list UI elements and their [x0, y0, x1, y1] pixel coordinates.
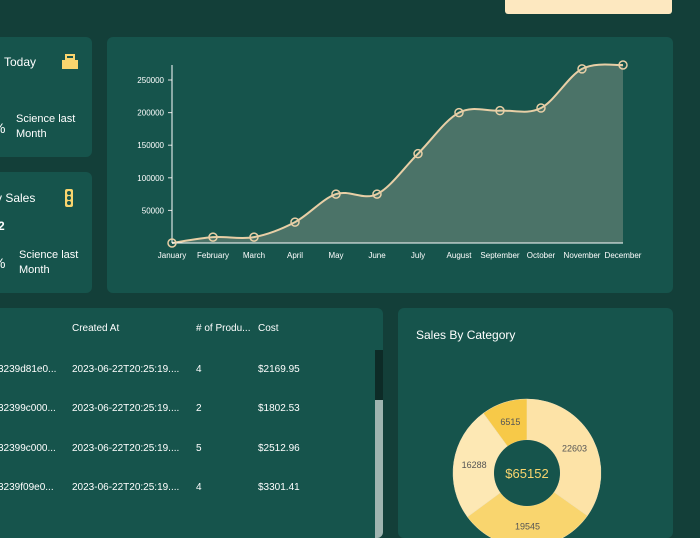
slice-label: 16288 [462, 460, 487, 470]
table-cell: 2023-06-22T20:25:19.... [72, 442, 180, 454]
card-note: Science last [19, 249, 79, 261]
point [372, 189, 382, 199]
table-cell: $2169.95 [258, 364, 300, 375]
orders-table: Created At # of Produ... Cost 3239d81e0... 2… [0, 308, 383, 538]
scroll-track [375, 350, 383, 400]
point [331, 189, 341, 199]
x-tick-label: February [197, 251, 229, 260]
table-cell: 4 [196, 364, 202, 375]
table-cell: 32399c000... [0, 403, 56, 415]
card-today: Today % Science last Month [0, 37, 92, 157]
table-header: # of Produ... [196, 323, 251, 334]
line-card: 50000 100000 150000 200000 250000 January Febr… [107, 37, 673, 293]
area [172, 64, 623, 243]
point [536, 103, 546, 113]
table-header: Created At [72, 323, 120, 334]
slice-label: 6515 [500, 417, 520, 427]
point [577, 64, 587, 74]
y-tick-label: 50000 [142, 206, 165, 215]
x-tick-label: December [605, 251, 642, 260]
x-tick-label: March [243, 251, 265, 260]
card-value: 2 [0, 219, 5, 233]
traffic-icon [65, 189, 73, 207]
card-change: % [0, 120, 5, 136]
point [167, 238, 177, 248]
card-title: Today [4, 55, 37, 69]
point [454, 107, 464, 118]
y-tick-label: 200000 [137, 109, 164, 118]
x-tick-label: June [368, 251, 386, 260]
point [208, 232, 218, 242]
table-header: Cost [258, 323, 279, 334]
table-cell: 2023-06-22T20:25:19.... [72, 481, 180, 493]
table-cell: 4 [196, 481, 202, 493]
page: Today % Science last Month y Sales 2 % S… [0, 0, 673, 538]
x-tick-label: November [564, 251, 601, 260]
x-tick-label: May [328, 251, 343, 260]
slice-label: 19545 [515, 521, 540, 531]
table-cell: 5 [196, 442, 202, 454]
point [290, 217, 300, 227]
table-cell: 2 [196, 403, 202, 415]
x-tick-label: January [158, 251, 186, 260]
table-cell: $1802.53 [258, 403, 300, 415]
y-tick-label: 250000 [137, 76, 164, 85]
table-cell: $2512.96 [258, 442, 300, 454]
donut-hole [494, 440, 560, 506]
top-box [505, 0, 672, 14]
scroll-thumb [375, 400, 383, 538]
card-note: Month [16, 128, 47, 140]
x-tick-label: April [287, 251, 303, 260]
chart-title: Sales By Category [416, 328, 515, 342]
line-chart: 50000 100000 150000 200000 250000 January Febr… [137, 60, 642, 260]
card-change: % [0, 255, 5, 271]
card-note: Month [19, 264, 50, 276]
point [495, 105, 505, 116]
center-label: $65152 [505, 466, 548, 481]
card-title: y Sales [0, 191, 36, 205]
register-icon [62, 54, 78, 69]
table-cell: $3301.41 [258, 481, 300, 493]
table-cell: 2023-06-22T20:25:19.... [72, 364, 180, 375]
x-tick-label: August [447, 251, 473, 260]
point [249, 232, 259, 242]
y-tick-label: 150000 [137, 141, 164, 150]
point [618, 60, 628, 70]
x-tick-label: September [480, 251, 519, 260]
table-cell: 3239f09e0... [0, 481, 54, 493]
x-tick-label: July [411, 251, 425, 260]
card-sales: y Sales 2 % Science last Month [0, 172, 92, 293]
table-cell: 32399c000... [0, 442, 56, 454]
card-note: Science last [16, 113, 76, 125]
point [413, 148, 423, 159]
slice-label: 22603 [562, 443, 587, 453]
table-cell: 2023-06-22T20:25:19.... [72, 403, 180, 415]
x-tick-label: October [527, 251, 556, 260]
y-tick-label: 100000 [137, 174, 164, 183]
donut-chart: Sales By Category 22603 19545 16288 6515 $651… [416, 328, 602, 538]
table-cell: 3239d81e0... [0, 364, 57, 375]
donut-card: Sales By Category 22603 19545 16288 6515 $651… [398, 308, 673, 538]
